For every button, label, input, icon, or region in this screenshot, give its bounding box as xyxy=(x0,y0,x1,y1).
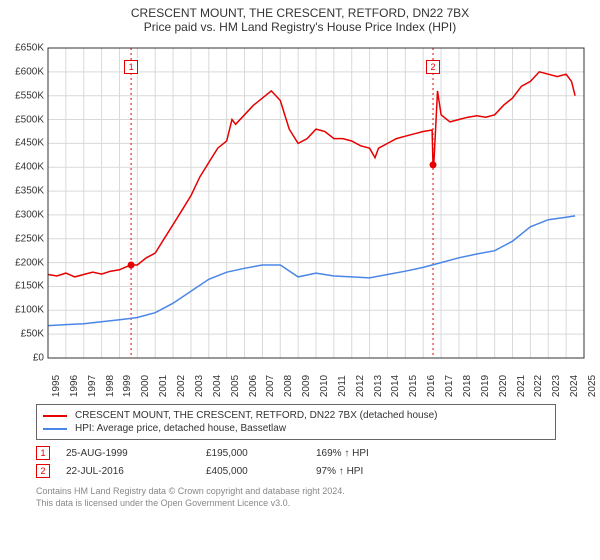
x-tick-label: 2024 xyxy=(569,375,580,397)
x-tick-label: 2009 xyxy=(301,375,312,397)
x-tick-label: 2003 xyxy=(194,375,205,397)
y-tick-label: £50K xyxy=(21,329,44,340)
chart-plot-area: £0 £50K £100K £150K £200K £250K £300K £350K £400… xyxy=(8,38,592,398)
x-tick-label: 1999 xyxy=(122,375,133,397)
x-tick-label: 2022 xyxy=(533,375,544,397)
x-tick-label: 2005 xyxy=(230,375,241,397)
legend-swatch xyxy=(43,415,67,417)
x-tick-label: 2000 xyxy=(140,375,151,397)
legend: CRESCENT MOUNT, THE CRESCENT, RETFORD, D… xyxy=(36,404,556,440)
legend-label: HPI: Average price, detached house, Bass… xyxy=(75,423,286,434)
marker-rows: 1 25-AUG-1999£195,000169% ↑ HPI 2 22-JUL-20… xyxy=(36,444,592,480)
x-tick-label: 2011 xyxy=(337,375,348,397)
y-tick-label: £400K xyxy=(15,162,44,173)
marker-price: £405,000 xyxy=(206,466,316,477)
marker-change: 97% ↑ HPI xyxy=(316,466,363,477)
marker-detail-row: 1 25-AUG-1999£195,000169% ↑ HPI xyxy=(36,444,592,462)
marker-date: 25-AUG-1999 xyxy=(66,448,206,459)
x-tick-label: 2006 xyxy=(248,375,259,397)
x-tick-label: 2017 xyxy=(444,375,455,397)
x-tick-label: 2004 xyxy=(212,375,223,397)
footer-attribution: Contains HM Land Registry data © Crown c… xyxy=(36,486,592,509)
y-tick-label: £600K xyxy=(15,66,44,77)
y-tick-label: £450K xyxy=(15,138,44,149)
x-tick-label: 2008 xyxy=(283,375,294,397)
x-tick-label: 2023 xyxy=(551,375,562,397)
legend-swatch xyxy=(43,428,67,430)
chart-subtitle: Price paid vs. HM Land Registry's House … xyxy=(8,20,592,34)
x-tick-label: 2010 xyxy=(319,375,330,397)
x-tick-label: 2001 xyxy=(158,375,169,397)
x-tick-label: 1998 xyxy=(105,375,116,397)
y-tick-label: £550K xyxy=(15,90,44,101)
x-tick-label: 2007 xyxy=(265,375,276,397)
x-tick-label: 2014 xyxy=(390,375,401,397)
legend-item: CRESCENT MOUNT, THE CRESCENT, RETFORD, D… xyxy=(43,409,549,422)
x-tick-label: 2025 xyxy=(587,375,598,397)
x-tick-label: 1996 xyxy=(69,375,80,397)
x-tick-label: 2015 xyxy=(408,375,419,397)
chart-svg xyxy=(8,38,592,398)
x-tick-label: 1997 xyxy=(87,375,98,397)
marker-change: 169% ↑ HPI xyxy=(316,448,369,459)
chart-container: CRESCENT MOUNT, THE CRESCENT, RETFORD, D… xyxy=(0,0,600,560)
y-tick-label: £150K xyxy=(15,281,44,292)
chart-title: CRESCENT MOUNT, THE CRESCENT, RETFORD, D… xyxy=(8,6,592,20)
marker-number-box: 1 xyxy=(36,446,50,460)
marker-number-box: 2 xyxy=(36,464,50,478)
y-tick-label: £100K xyxy=(15,305,44,316)
x-tick-label: 2002 xyxy=(176,375,187,397)
footer-line-2: This data is licensed under the Open Gov… xyxy=(36,498,592,510)
y-tick-label: £650K xyxy=(15,43,44,54)
y-tick-label: £250K xyxy=(15,233,44,244)
x-tick-label: 1995 xyxy=(51,375,62,397)
y-tick-label: £200K xyxy=(15,257,44,268)
x-tick-label: 2016 xyxy=(426,375,437,397)
x-tick-label: 2018 xyxy=(462,375,473,397)
y-tick-label: £300K xyxy=(15,209,44,220)
marker-flag: 2 xyxy=(426,60,440,74)
x-tick-label: 2013 xyxy=(373,375,384,397)
marker-price: £195,000 xyxy=(206,448,316,459)
y-tick-label: £500K xyxy=(15,114,44,125)
x-tick-label: 2020 xyxy=(498,375,509,397)
legend-item: HPI: Average price, detached house, Bass… xyxy=(43,422,549,435)
footer-line-1: Contains HM Land Registry data © Crown c… xyxy=(36,486,592,498)
x-tick-label: 2019 xyxy=(480,375,491,397)
y-tick-label: £0 xyxy=(33,353,44,364)
x-tick-label: 2021 xyxy=(516,375,527,397)
legend-label: CRESCENT MOUNT, THE CRESCENT, RETFORD, D… xyxy=(75,410,438,421)
marker-flag: 1 xyxy=(124,60,138,74)
marker-date: 22-JUL-2016 xyxy=(66,466,206,477)
y-tick-label: £350K xyxy=(15,186,44,197)
x-tick-label: 2012 xyxy=(355,375,366,397)
marker-detail-row: 2 22-JUL-2016£405,00097% ↑ HPI xyxy=(36,462,592,480)
